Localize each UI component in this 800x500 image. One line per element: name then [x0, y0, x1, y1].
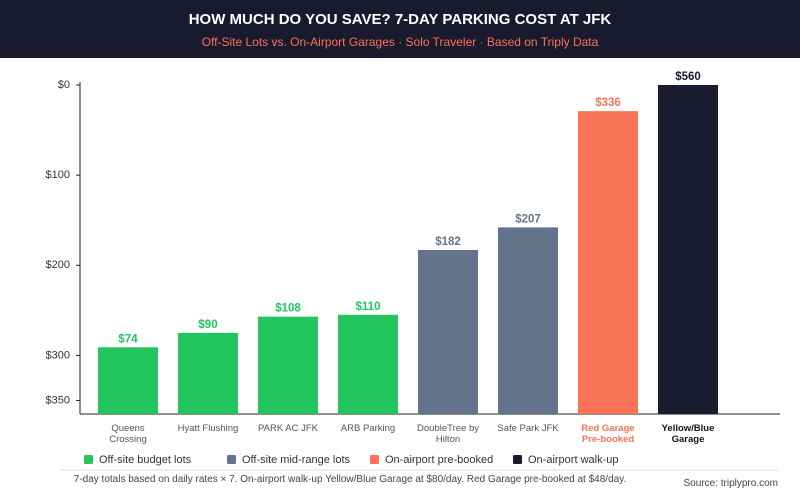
chart-title: HOW MUCH DO YOU SAVE? 7-DAY PARKING COST…	[188, 11, 612, 28]
bar	[658, 85, 718, 414]
bar	[258, 316, 318, 414]
value-label: $74	[118, 333, 138, 345]
legend-swatch	[84, 455, 93, 464]
header: HOW MUCH DO YOU SAVE? 7-DAY PARKING COST…	[0, 0, 800, 58]
x-tick-label: PARK AC JFK	[257, 423, 318, 434]
x-tick-label: DoubleTree by Hilton	[417, 423, 479, 445]
legend-label: On-airport walk-up	[528, 454, 618, 466]
legend-swatch	[513, 455, 522, 464]
bar	[98, 347, 158, 414]
bar	[498, 227, 558, 414]
value-label: $207	[515, 213, 541, 225]
chart-subtitle: Off-Site Lots vs. On-Airport Garages · S…	[201, 35, 599, 49]
x-tick-label: Yellow/Blue Garage	[661, 423, 715, 445]
legend-label: Off-site budget lots	[99, 454, 192, 466]
value-label: $90	[198, 319, 217, 331]
bar	[338, 314, 398, 414]
legend-swatch	[370, 455, 379, 464]
y-tick-label: $0	[58, 79, 70, 91]
y-tick-label: $300	[46, 349, 70, 361]
x-tick-label: ARB Parking	[340, 423, 396, 434]
x-tick-label: Red Garage Pre-booked	[581, 423, 635, 445]
value-label: $182	[435, 236, 461, 248]
y-tick-label: $200	[46, 259, 70, 271]
legend-label: On-airport pre-booked	[385, 454, 493, 466]
y-tick-label: $350	[46, 394, 70, 406]
source: Source: triplypro.com	[683, 478, 778, 489]
value-label: $336	[595, 97, 621, 109]
value-label: $108	[275, 303, 301, 315]
bar	[178, 332, 238, 414]
value-label: $560	[675, 71, 701, 83]
x-tick-label: Queens Crossing	[109, 423, 147, 445]
legend-label: Off-site mid-range lots	[242, 454, 351, 466]
bar	[418, 249, 478, 414]
value-label: $110	[356, 301, 381, 313]
x-tick-label: Safe Park JFK	[497, 423, 559, 434]
x-tick-label: Hyatt Flushing	[177, 423, 239, 434]
y-tick-label: $100	[46, 169, 70, 181]
footnote: 7-day totals based on daily rates × 7. O…	[73, 474, 627, 485]
legend-swatch	[227, 455, 236, 464]
bar	[578, 111, 638, 415]
